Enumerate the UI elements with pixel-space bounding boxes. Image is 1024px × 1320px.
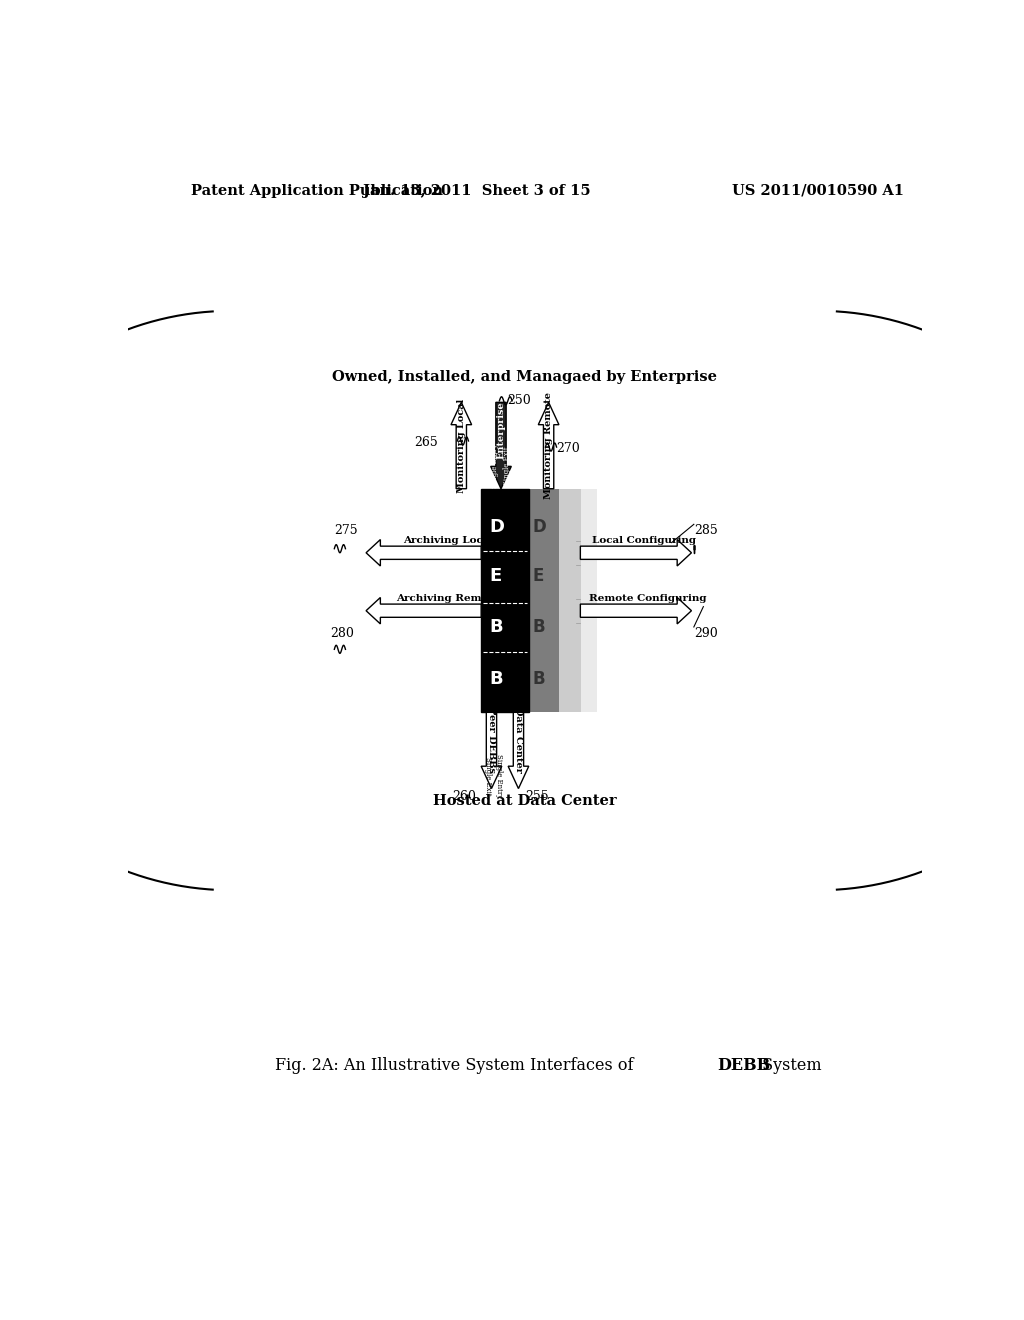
Text: Fig. 2A: An Illustrative System Interfaces of: Fig. 2A: An Illustrative System Interfac… [274,1056,638,1073]
Text: 265: 265 [414,437,437,450]
FancyArrow shape [367,598,481,624]
Text: 270: 270 [557,442,581,454]
Text: Owned, Installed, and Managaed by Enterprise: Owned, Installed, and Managaed by Enterp… [333,370,717,384]
Text: D: D [532,517,547,536]
Text: 275: 275 [334,524,358,537]
Text: Local Configuring: Local Configuring [592,536,696,545]
Text: 260: 260 [452,791,476,803]
Text: DEBB: DEBB [718,1056,771,1073]
Text: E: E [532,566,544,585]
FancyArrow shape [490,403,511,488]
Text: 255: 255 [524,791,549,803]
FancyArrow shape [581,598,691,624]
Text: B: B [489,669,503,688]
Text: 280: 280 [331,627,354,640]
Text: Data Center: Data Center [514,708,523,774]
Bar [582,488,597,713]
Text: US 2011/0010590 A1: US 2011/0010590 A1 [732,183,904,198]
FancyArrow shape [581,540,691,566]
Text: B: B [532,618,546,636]
Text: Single Entry: Single Entry [495,754,503,799]
Text: Archiving Local: Archiving Local [402,536,493,545]
Text: Single Entry: Single Entry [492,444,500,488]
FancyArrow shape [367,540,481,566]
Text: System: System [757,1056,821,1073]
FancyArrow shape [539,403,559,488]
Text: 250: 250 [507,393,531,407]
Text: Hosted at Data Center: Hosted at Data Center [433,793,616,808]
Text: Enterprise: Enterprise [497,401,506,459]
Text: 285: 285 [694,524,718,537]
Text: Remote Configuring: Remote Configuring [589,594,707,602]
Text: Peer DEBBs: Peer DEBBs [487,708,496,774]
Text: Single Exit: Single Exit [503,446,511,486]
FancyArrow shape [481,713,502,788]
Text: Patent Application Publication: Patent Application Publication [191,183,443,198]
Text: B: B [532,669,546,688]
Text: D: D [489,517,504,536]
Text: Jan. 13, 2011  Sheet 3 of 15: Jan. 13, 2011 Sheet 3 of 15 [364,183,591,198]
FancyArrow shape [451,403,472,488]
Text: Single Exit: Single Exit [484,756,493,795]
Text: E: E [489,566,502,585]
Bar [481,488,528,713]
Bar [528,488,559,713]
Bar [559,488,582,713]
Text: Monitoring Remote: Monitoring Remote [544,392,553,499]
Text: Monitoring Local: Monitoring Local [457,399,466,492]
Text: Archiving Remote: Archiving Remote [396,594,500,602]
Text: B: B [489,618,503,636]
Text: 290: 290 [694,627,718,640]
FancyArrow shape [508,713,528,788]
